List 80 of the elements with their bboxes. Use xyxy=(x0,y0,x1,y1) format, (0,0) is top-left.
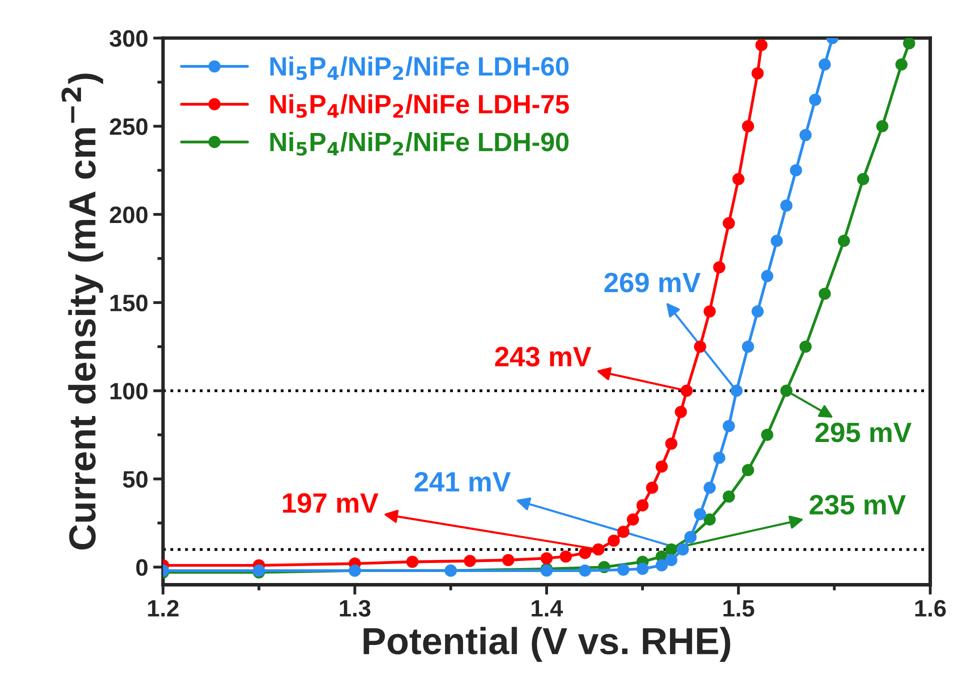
annotation: 243 mV xyxy=(495,346,592,367)
point xyxy=(617,526,630,538)
point xyxy=(674,406,687,418)
legend-label: Ni$_{5}$P$_{4}$/NiP$_{2}$/NiFe LDH-90 xyxy=(270,132,569,156)
point xyxy=(755,39,768,52)
x-tick-label: 1.4 xyxy=(532,600,563,616)
point xyxy=(646,482,658,494)
y-tick-label: 250 xyxy=(110,118,148,136)
point xyxy=(752,67,764,80)
point xyxy=(713,452,726,464)
point xyxy=(732,173,745,186)
point xyxy=(903,38,916,50)
point xyxy=(464,554,476,568)
x-axis-title: Potential (V vs. RHE) xyxy=(364,626,730,662)
point xyxy=(560,550,572,563)
point xyxy=(617,564,630,576)
point xyxy=(665,438,678,450)
point xyxy=(809,94,822,106)
annotation: 197 mV xyxy=(283,493,378,513)
y-tick-label: 200 xyxy=(110,206,148,224)
point xyxy=(799,340,812,353)
point xyxy=(752,305,764,318)
x-tick-label: 1.6 xyxy=(915,600,946,617)
point xyxy=(665,543,678,556)
point xyxy=(761,428,774,441)
point xyxy=(742,464,754,476)
point xyxy=(502,554,514,566)
point xyxy=(838,234,850,247)
point xyxy=(761,270,774,282)
point xyxy=(704,513,716,526)
annotation: 269 mV xyxy=(604,272,701,292)
point xyxy=(676,543,689,556)
point xyxy=(694,508,706,520)
point xyxy=(799,128,812,142)
point xyxy=(722,420,735,432)
point xyxy=(592,543,604,556)
point xyxy=(780,384,792,397)
point xyxy=(742,340,754,353)
point xyxy=(656,559,668,572)
point xyxy=(730,384,743,397)
point xyxy=(578,564,592,577)
point xyxy=(876,120,888,132)
point xyxy=(704,305,716,318)
point xyxy=(656,460,668,473)
point xyxy=(818,288,831,300)
annotation: 241 mV xyxy=(414,472,511,492)
y-tick-label: 100 xyxy=(110,382,148,400)
x-tick-label: 1.5 xyxy=(724,600,754,617)
y-tick-label: 150 xyxy=(110,294,148,312)
point xyxy=(578,546,592,560)
point xyxy=(722,217,735,230)
y-tick-label: 300 xyxy=(110,30,148,47)
x-tick-label: 1.2 xyxy=(148,600,178,616)
y-tick-label: 50 xyxy=(122,471,148,488)
y-tick-label: 0 xyxy=(136,559,148,576)
point xyxy=(713,261,726,274)
point xyxy=(540,552,553,564)
point xyxy=(742,120,754,132)
annotation: 295 mV xyxy=(815,422,912,442)
point xyxy=(665,554,678,566)
legend-label: Ni$_{5}$P$_{4}$/NiP$_{2}$/NiFe LDH-75 xyxy=(270,94,569,118)
point xyxy=(895,58,908,71)
point xyxy=(770,234,783,247)
point xyxy=(857,173,870,186)
point xyxy=(608,534,620,547)
point xyxy=(626,513,640,526)
point xyxy=(636,562,649,575)
y-axis-title: Current density (mA cm$^{−2}$) xyxy=(62,74,104,550)
point xyxy=(790,164,802,176)
point xyxy=(704,482,716,494)
point xyxy=(780,200,792,212)
point xyxy=(818,58,831,71)
point xyxy=(694,340,706,353)
point xyxy=(636,499,649,512)
annotation: 235 mV xyxy=(810,494,906,515)
point xyxy=(680,384,693,397)
legend-label: Ni$_{5}$P$_{4}$/NiP$_{2}$/NiFe LDH-60 xyxy=(270,56,569,80)
point xyxy=(406,556,418,568)
x-tick-label: 1.3 xyxy=(340,600,370,617)
point xyxy=(722,490,735,503)
